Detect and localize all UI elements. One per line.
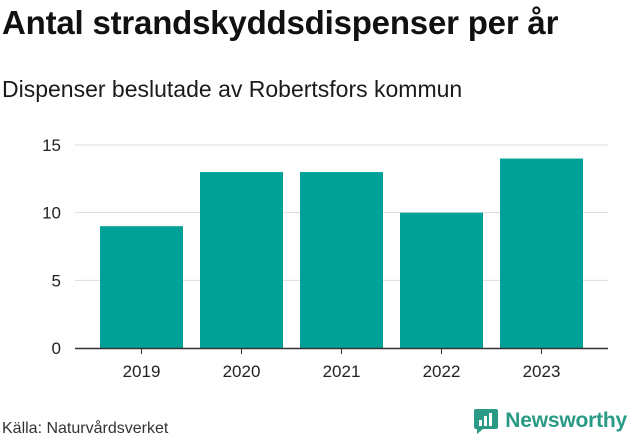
x-tick-label: 2023: [523, 362, 561, 381]
x-tick-labels: 2019 2020 2021 2022 2023: [123, 362, 561, 381]
chart-subtitle: Dispenser beslutade av Robertsfors kommu…: [2, 76, 463, 102]
y-tick-label: 0: [52, 339, 61, 358]
newsworthy-chart-icon: [474, 409, 499, 434]
brand-name: Newsworthy: [505, 409, 627, 432]
bar-2022: [400, 212, 483, 348]
x-tick-label: 2022: [423, 362, 461, 381]
source-note: Källa: Naturvårdsverket: [2, 420, 169, 437]
x-tick-label: 2021: [323, 362, 361, 381]
x-tick-label: 2020: [223, 362, 261, 381]
y-tick-labels: 0 5 10 15: [42, 136, 61, 358]
bar-2020: [200, 172, 283, 348]
x-tick-label: 2019: [123, 362, 161, 381]
brand-logo: Newsworthy: [473, 407, 627, 435]
bar-2021: [300, 172, 383, 348]
y-tick-label: 5: [52, 271, 61, 290]
bar-2019: [100, 226, 183, 348]
bar-2023: [500, 158, 583, 348]
chart-title: Antal strandskyddsdispenser per år: [2, 4, 559, 41]
bars: [100, 158, 583, 348]
y-tick-label: 10: [42, 204, 61, 223]
axes: [75, 347, 608, 354]
y-tick-label: 15: [42, 136, 61, 155]
